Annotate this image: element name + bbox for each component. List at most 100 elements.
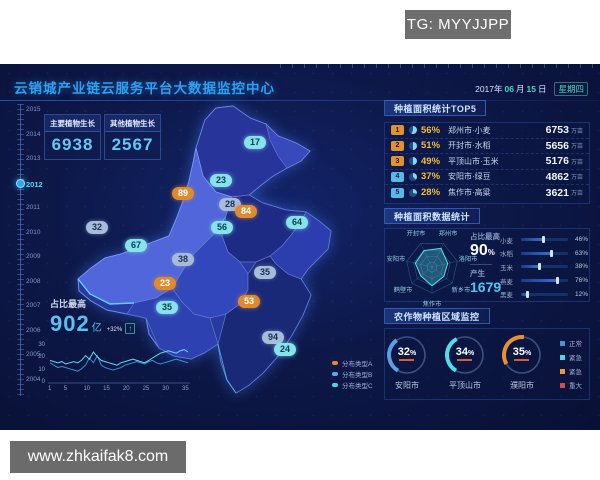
legend-label: 分布类型B xyxy=(342,371,373,379)
top5-percent: 37% xyxy=(421,171,441,183)
map-badge-23[interactable]: 23 xyxy=(154,276,176,290)
page-title: 云销城产业链云服务平台大数据监控中心 xyxy=(14,81,275,96)
status-color-icon xyxy=(560,368,565,374)
panel-area-stats xyxy=(384,228,590,302)
map-badge-64[interactable]: 64 xyxy=(286,215,308,229)
status-legend-item: 重大 xyxy=(560,378,582,392)
crop-bar-fill xyxy=(521,238,543,242)
top5-name: 开封市·水稻 xyxy=(448,141,491,151)
timeline-year-2010[interactable]: 2010 xyxy=(26,228,41,236)
dashboard: 云销城产业链云服务平台大数据监控中心 2017年 06 月 15 日 星期四 2… xyxy=(0,64,600,430)
region-donut-安阳市: 32% 安阳市 xyxy=(377,333,437,391)
timeline-line xyxy=(20,104,21,396)
map-badge-89[interactable]: 89 xyxy=(172,186,194,200)
map-badge-24[interactable]: 24 xyxy=(274,342,296,356)
crop-bar-percent: 76% xyxy=(574,277,588,285)
y-axis-tick: 30 xyxy=(38,342,45,348)
map-legend-item: 分布类型C xyxy=(332,379,373,390)
map-badge-35[interactable]: 35 xyxy=(156,300,178,314)
status-legend-item: 紧急 xyxy=(560,350,582,364)
crop-bar-track[interactable] xyxy=(521,290,568,298)
y-axis-tick: 20 xyxy=(38,354,45,361)
rank-badge: 3 xyxy=(391,156,404,167)
top5-row[interactable]: 4 37% 安阳市·绿豆 4862 万亩 xyxy=(385,170,589,185)
map-badge-84[interactable]: 84 xyxy=(235,204,257,218)
output-value: 1679 xyxy=(470,279,502,295)
panel-top5: 1 56% 郑州市·小麦 6753 万亩 2 51% 开封市·水稻 5656 万亩 3 49% 平顶山市… xyxy=(384,122,590,204)
crop-bar-marker[interactable] xyxy=(555,277,559,285)
crop-bar-label: 黑麦 xyxy=(500,292,513,300)
map-badge-38[interactable]: 38 xyxy=(172,252,194,266)
timeline-year-2013[interactable]: 2013 xyxy=(26,155,41,162)
donut-underline xyxy=(457,359,472,361)
top5-row[interactable]: 2 51% 开封市·水稻 5656 万亩 xyxy=(385,139,589,154)
timeline-year-2015[interactable]: 2015 xyxy=(26,106,41,113)
top5-percent: 56% xyxy=(421,124,441,136)
timeline-year-2004[interactable]: 2004 xyxy=(26,375,41,383)
crop-bar-row: 小麦 46% xyxy=(500,233,588,247)
pie-icon xyxy=(409,157,417,166)
crop-bar-marker[interactable] xyxy=(537,263,541,271)
watermark-site: www.zhkaifak8.com xyxy=(10,441,186,473)
map-badge-56[interactable]: 56 xyxy=(211,220,233,234)
status-color-icon xyxy=(560,354,565,360)
top5-row[interactable]: 5 28% 焦作市·高粱 3621 万亩 xyxy=(385,185,589,201)
timeline-year-2009[interactable]: 2009 xyxy=(26,253,41,260)
timeline-year-2011[interactable]: 2011 xyxy=(26,204,40,211)
crop-bar-track[interactable] xyxy=(521,263,568,271)
radar-axis-label: 焦作市 xyxy=(423,300,442,307)
stat-box-other-growth: 其他植物生长 2567 xyxy=(104,114,161,160)
crop-bar-marker[interactable] xyxy=(549,249,553,257)
legend-dot-icon xyxy=(332,371,338,376)
timeline-year-2005[interactable]: 2005 xyxy=(26,351,41,358)
legend-dot-icon xyxy=(332,382,338,387)
crop-bar-label: 燕麦 xyxy=(500,278,513,286)
top5-unit: 万亩 xyxy=(570,175,583,182)
map-badge-17[interactable]: 17 xyxy=(244,135,266,149)
timeline-year-2012[interactable]: 2012 xyxy=(26,179,43,189)
top5-name: 郑州市·小麦 xyxy=(448,125,491,135)
legend-dot-icon xyxy=(332,360,338,365)
crop-bar-track[interactable] xyxy=(521,236,568,244)
header-divider xyxy=(0,100,600,101)
crop-bar-marker[interactable] xyxy=(525,290,529,298)
pie-icon xyxy=(409,141,417,150)
x-axis-tick: 25 xyxy=(142,386,150,392)
top5-value: 4862 xyxy=(545,170,569,183)
timeline-year-2007[interactable]: 2007 xyxy=(26,302,41,309)
watermark-telegram: TG: MYYJJPP xyxy=(405,10,511,39)
top5-row[interactable]: 3 49% 平顶山市·玉米 5176 万亩 xyxy=(385,154,589,170)
trend-mini-chart: 30 20 10 0 1 5 10 15 20 25 30 35 xyxy=(34,342,199,398)
map-badge-53[interactable]: 53 xyxy=(238,294,260,308)
pie-icon xyxy=(409,172,417,181)
y-axis-tick: 0 xyxy=(41,378,45,385)
timeline-year-2006[interactable]: 2006 xyxy=(26,326,41,334)
panel-title-area-stats: 种植面积数据统计 xyxy=(384,208,481,224)
max-share-label: 占比最高 xyxy=(470,232,500,241)
radar-axis-label: 新乡市 xyxy=(452,286,471,294)
timeline-year-2014[interactable]: 2014 xyxy=(26,130,41,138)
map-badge-32[interactable]: 32 xyxy=(86,220,108,234)
highlight-block: 占比最高 902 亿 +32% ↑ xyxy=(50,297,136,337)
donut-percent: 32% xyxy=(397,346,417,358)
date-month-suffix: 月 xyxy=(515,84,525,94)
panel-region-monitor xyxy=(384,328,590,400)
area-stats-numbers: 占比最高 90% 产生 1679 xyxy=(470,231,502,295)
timeline-year-2008[interactable]: 2008 xyxy=(26,277,41,285)
radar-axis-label: 洛阳市 xyxy=(459,255,478,263)
map-badge-35[interactable]: 35 xyxy=(254,265,276,279)
crop-bar-label: 水稻 xyxy=(500,251,513,259)
crop-bar-track[interactable] xyxy=(521,249,568,257)
status-color-icon xyxy=(560,382,565,388)
top5-row[interactable]: 1 56% 郑州市·小麦 6753 万亩 xyxy=(385,123,589,139)
map-badge-67[interactable]: 67 xyxy=(125,238,147,252)
crop-bar-marker[interactable] xyxy=(541,236,545,244)
donut-city-label: 安阳市 xyxy=(395,381,419,390)
donut-gauge: 35% xyxy=(500,333,544,377)
top5-name: 安阳市·绿豆 xyxy=(448,172,491,182)
x-axis-tick: 15 xyxy=(103,386,110,392)
crop-bar-percent: 46% xyxy=(574,236,588,244)
crop-bar-track[interactable] xyxy=(521,277,568,285)
map-badge-94[interactable]: 94 xyxy=(262,330,284,344)
map-badge-23[interactable]: 23 xyxy=(210,173,232,187)
